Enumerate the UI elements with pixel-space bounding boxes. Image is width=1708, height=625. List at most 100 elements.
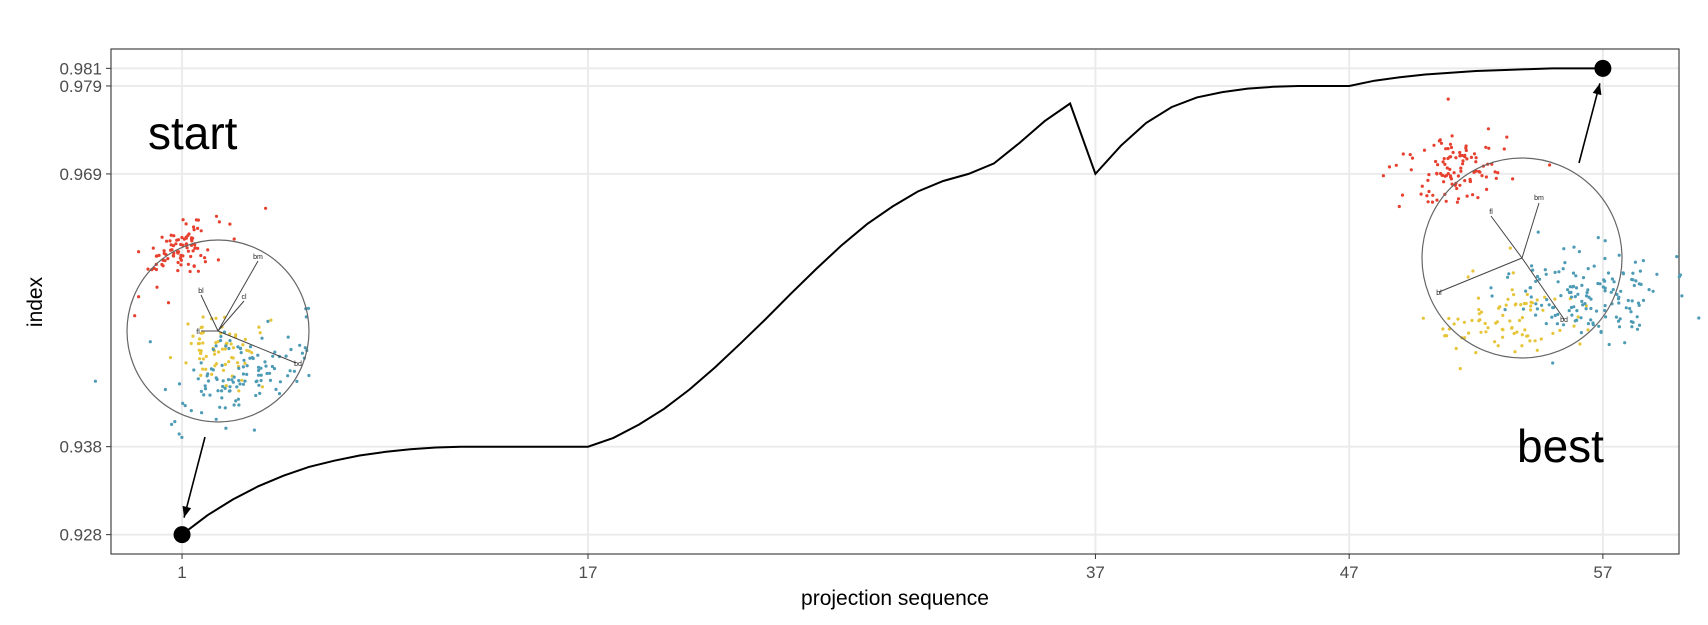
start-proj-point [247,349,251,353]
start-proj-point [235,385,239,389]
best-proj-point [1463,179,1467,183]
start-proj-point [199,361,203,365]
best-proj-point [1476,296,1481,300]
start-proj-point [232,403,236,407]
start-proj-point [184,222,188,226]
best-proj-point [1500,327,1504,331]
x-tick-label-3: 47 [1340,563,1359,582]
start-proj-point [241,372,245,376]
best-proj-point [1452,322,1456,326]
plot-panel-border [110,48,1680,555]
start-proj-point [217,350,221,354]
best-proj-point [1575,309,1579,313]
start-proj-point [237,379,241,383]
start-proj-point [203,384,207,388]
best-proj-point [1474,160,1478,164]
best-proj-point [1450,134,1454,138]
best-proj-point [1512,293,1516,297]
best-proj-point [1422,148,1427,152]
start-proj-point [193,246,197,250]
best-proj-point [1603,308,1607,313]
best-proj-point [1493,170,1497,174]
start-proj-point [196,218,200,222]
best-proj-point [1462,320,1466,324]
start-proj-point [255,379,259,383]
start-proj-point [214,341,218,345]
start-proj-point [288,369,292,373]
best-proj-point [1572,324,1576,328]
best-proj-point [1572,305,1576,309]
start-proj-point [245,364,249,368]
start-proj-point [201,357,205,361]
best-proj-point [1585,290,1589,295]
start-proj-point [270,364,274,369]
best-proj-point [1610,277,1614,281]
best-proj-point [1523,328,1527,332]
best-proj-point [1626,298,1630,303]
start-proj-point [169,248,173,252]
best-proj-point [1561,323,1566,327]
best-proj-point [1474,156,1478,160]
start-proj-point [204,354,208,358]
best-proj-point [1494,176,1498,180]
start-proj-point [217,220,221,224]
start-proj-point [259,366,263,370]
best-proj-axis-label-3: bd [1560,317,1568,324]
best-proj-point [1612,280,1616,284]
start-proj-point [173,420,177,424]
best-proj-point [1630,325,1634,329]
start-proj-point [196,269,200,273]
start-proj-point [199,351,203,355]
highlight-points [173,59,1612,544]
best-proj-point [1520,333,1524,337]
best-proj-axis-label-2: bl [1436,290,1442,297]
start-proj-point [176,269,180,273]
start-proj-point [196,246,200,250]
best-proj-point [1529,295,1533,299]
start-label: start [148,107,238,159]
start-proj-point [257,383,261,387]
best-proj-point [1442,180,1446,184]
start-proj-point [219,334,223,339]
start-proj-point [165,239,169,243]
start-proj-point [170,422,174,426]
best-proj-point [1583,302,1587,306]
y-axis-title: index [24,276,47,327]
start-proj-point [241,382,245,386]
start-proj-point [155,285,159,289]
start-proj-point [163,259,167,263]
start-proj-point [256,365,261,369]
best-proj-point [1444,333,1448,338]
best-proj-point [1567,309,1571,313]
best-proj-point [1463,336,1467,340]
start-proj-point [234,333,238,337]
best-proj-point [1635,327,1640,331]
best-proj-point [1511,271,1515,275]
start-proj-point [271,354,275,358]
best-proj-point [1504,303,1508,307]
start-proj-point [201,315,205,319]
start-proj-point [180,435,184,439]
best-proj-point [1535,298,1539,302]
start-proj-point [179,258,183,262]
best-proj-point [1615,292,1619,296]
best-proj-point [1420,184,1424,188]
start-proj-point [155,254,159,258]
best-proj-point [1458,367,1462,371]
best-proj-point [1522,301,1526,306]
start-proj-point [211,347,215,351]
best-proj-axis-3 [1521,257,1565,320]
best-proj-point [1604,315,1608,319]
best-proj-point [1655,272,1659,276]
best-proj-point [1472,170,1476,174]
best-proj-point [1579,316,1583,320]
best-proj-point [1431,193,1435,197]
best-proj-point [1493,340,1497,344]
start-proj-point [162,249,166,253]
start-proj-point [189,236,194,240]
start-proj-point [272,367,277,371]
start-proj-axis-3 [217,330,297,364]
best-proj-point [1410,156,1415,160]
best-proj-point [1591,323,1595,327]
start-proj-point [252,428,256,432]
